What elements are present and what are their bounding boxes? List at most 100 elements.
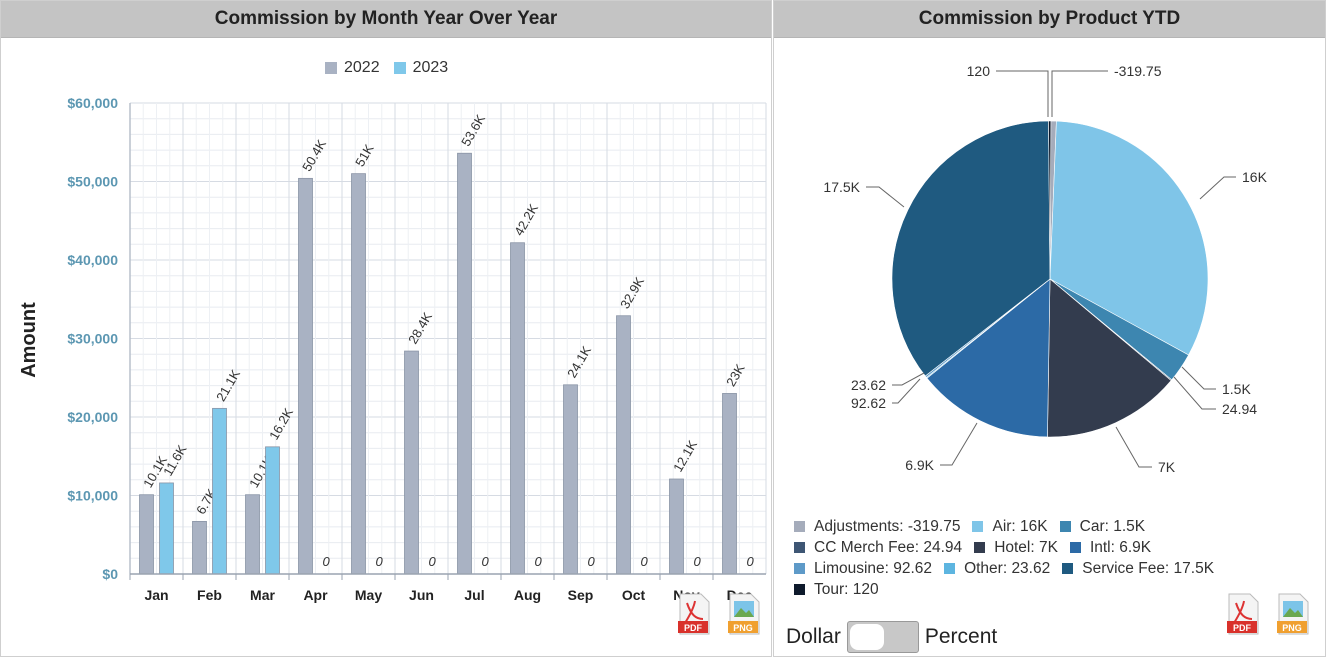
legend-item-2023[interactable]: 2023	[393, 59, 448, 77]
pie-legend-row: CC Merch Fee: 24.94 Hotel: 7K Intl: 6.9K	[794, 537, 1226, 558]
bar-chart-plot: 10.1K11.6K6.7K21.1K10.1K16.2K50.4K051K02…	[18, 95, 767, 603]
x-tick-label: Jan	[144, 587, 168, 603]
bar-data-label: 28.4K	[405, 309, 435, 346]
pie-slice-hotel[interactable]	[1047, 278, 1172, 438]
pie-legend-swatch	[794, 563, 805, 574]
pie-legend-item-adjustments[interactable]: Adjustments: -319.75	[794, 516, 960, 537]
y-tick-label: $50,000	[67, 174, 118, 190]
pie-legend-label: Air: 16K	[992, 518, 1048, 535]
bar-2023-mar[interactable]	[265, 446, 280, 575]
bar-data-label: 53.6K	[458, 112, 488, 149]
pie-slice-air[interactable]	[1049, 120, 1209, 356]
pie-legend-row: Adjustments: -319.75 Air: 16K Car: 1.5K	[794, 516, 1226, 537]
pie-legend-swatch	[794, 542, 805, 553]
dollar-percent-toggle[interactable]	[846, 621, 919, 653]
pie-data-label: 23.62	[851, 377, 886, 393]
bar-data-label: 0	[429, 554, 437, 569]
pie-legend-swatch	[974, 542, 986, 553]
bar-data-label: 0	[694, 554, 702, 569]
bar-2022-dec[interactable]	[722, 393, 737, 575]
pie-slice-tour[interactable]	[1048, 120, 1052, 280]
pie-legend-item-other[interactable]: Other: 23.62	[944, 558, 1050, 579]
bar-2022-jun[interactable]	[404, 350, 419, 575]
export-pdf-button[interactable]: PDF	[677, 593, 711, 635]
pie-legend-label: Car: 1.5K	[1079, 518, 1146, 535]
legend-label-2022: 2022	[344, 59, 380, 76]
bar-data-label: 24.1K	[564, 343, 594, 380]
bar-2022-aug[interactable]	[510, 242, 525, 575]
bar-2022-may[interactable]	[351, 173, 366, 575]
pie-legend-item-car[interactable]: Car: 1.5K	[1059, 516, 1146, 537]
pie-legend-label: Other: 23.62	[964, 560, 1051, 577]
export-png-label: PNG	[1282, 623, 1302, 633]
pie-legend-swatch	[944, 563, 956, 574]
bar-2022-oct[interactable]	[616, 315, 631, 575]
pie-slice-service-fee[interactable]	[891, 120, 1051, 377]
pie-legend-label: Service Fee: 17.5K	[1082, 560, 1215, 577]
export-pdf-button[interactable]: PDF	[1226, 593, 1260, 635]
bar-chart-panel: Commission by Month Year Over Year 2022 …	[0, 0, 772, 657]
pie-data-label: 6.9K	[905, 457, 934, 473]
legend-item-2022[interactable]: 2022	[325, 59, 380, 77]
bar-2022-feb[interactable]	[192, 521, 207, 575]
bar-2022-jul[interactable]	[457, 152, 472, 575]
bar-data-label: 0	[323, 554, 331, 569]
x-tick-label: Jul	[464, 587, 484, 603]
pie-legend-item-cc-merch-fee[interactable]: CC Merch Fee: 24.94	[794, 537, 962, 558]
pie-legend-item-tour[interactable]: Tour: 120	[794, 579, 879, 600]
pie-leader-line	[1199, 176, 1236, 200]
legend-swatch-2022	[325, 62, 337, 74]
x-tick-label: Oct	[622, 587, 646, 603]
pie-leader-line	[866, 186, 905, 208]
pie-leader-line	[892, 372, 925, 386]
bar-data-label: 42.2K	[511, 201, 541, 238]
bar-2022-jan[interactable]	[139, 494, 154, 575]
pie-legend-item-air[interactable]: Air: 16K	[972, 516, 1048, 537]
y-axis-label: Amount	[18, 302, 40, 378]
x-tick-label: Feb	[197, 587, 222, 603]
pie-chart-legend: Adjustments: -319.75 Air: 16K Car: 1.5K CC …	[794, 516, 1226, 600]
y-tick-label: $20,000	[67, 409, 118, 425]
bar-data-label: 0	[747, 554, 755, 569]
pie-leader-line	[1181, 366, 1216, 390]
toggle-label-dollar: Dollar	[786, 625, 841, 648]
export-png-button[interactable]: PNG	[1276, 593, 1310, 635]
bar-data-label: 12.1K	[670, 437, 700, 474]
pie-legend-label: Limousine: 92.62	[814, 560, 933, 577]
pie-chart-panel: Commission by Product YTD -319.75 16K 1.5K…	[773, 0, 1326, 657]
y-tick-label: $0	[102, 566, 118, 582]
bar-2022-mar[interactable]	[245, 494, 260, 575]
dollar-percent-toggle-row: Dollar Percent	[786, 621, 997, 653]
export-png-button[interactable]: PNG	[727, 593, 761, 635]
bar-2023-jan[interactable]	[159, 482, 174, 575]
x-tick-label: Apr	[303, 587, 328, 603]
pie-leader-line	[1051, 70, 1108, 117]
x-tick-label: Aug	[514, 587, 541, 603]
pie-data-label: 120	[967, 63, 991, 79]
y-tick-label: $30,000	[67, 331, 118, 347]
pie-legend-item-hotel[interactable]: Hotel: 7K	[974, 537, 1058, 558]
pie-data-label: 17.5K	[823, 179, 860, 195]
pie-legend-item-intl[interactable]: Intl: 6.9K	[1069, 537, 1151, 558]
pie-legend-swatch	[1069, 542, 1081, 553]
bar-2023-feb[interactable]	[212, 407, 227, 575]
y-tick-label: $60,000	[67, 95, 118, 111]
pie-legend-label: Tour: 120	[814, 581, 879, 598]
pie-leader-line	[996, 70, 1049, 117]
pie-legend-item-service-fee[interactable]: Service Fee: 17.5K	[1062, 558, 1214, 579]
pie-chart-title: Commission by Product YTD	[774, 1, 1325, 38]
x-tick-label: May	[355, 587, 382, 603]
bar-2022-apr[interactable]	[298, 177, 313, 575]
bar-2022-nov[interactable]	[669, 478, 684, 575]
bar-data-label: 0	[641, 554, 649, 569]
toggle-knob	[849, 624, 884, 650]
pie-data-label: 24.94	[1222, 401, 1257, 417]
pie-chart-plot: -319.75 16K 1.5K 24.94 7K 6.9K 92.62 23.62 17.5K…	[823, 63, 1268, 475]
bar-2022-sep[interactable]	[563, 384, 578, 575]
pie-slice-intl[interactable]	[926, 278, 1051, 438]
pie-data-label: 16K	[1242, 169, 1268, 185]
pie-legend-label: Hotel: 7K	[994, 539, 1058, 556]
bar-chart-legend: 2022 2023	[325, 59, 462, 77]
pie-legend-item-limousine[interactable]: Limousine: 92.62	[794, 558, 932, 579]
legend-swatch-2023	[393, 62, 406, 74]
